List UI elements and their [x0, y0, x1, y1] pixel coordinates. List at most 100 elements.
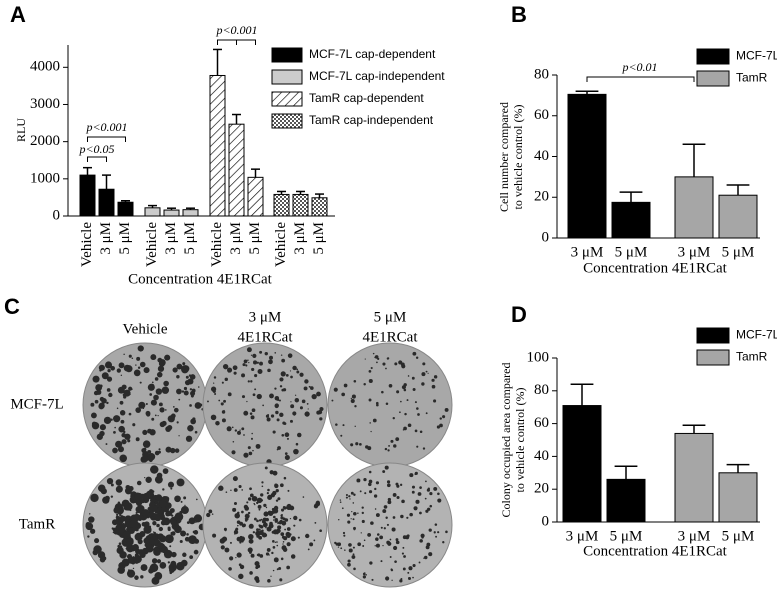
colony — [235, 527, 239, 531]
colony — [147, 452, 156, 461]
colony — [122, 522, 125, 525]
colony — [123, 389, 131, 397]
colony — [267, 368, 271, 373]
colony — [250, 437, 254, 440]
colony — [139, 551, 146, 559]
colony — [428, 552, 433, 557]
colony — [292, 411, 297, 416]
colony — [282, 388, 287, 392]
colony — [115, 527, 125, 536]
colony — [392, 516, 396, 519]
colony — [224, 547, 230, 553]
colony — [425, 480, 427, 483]
colony — [287, 353, 293, 358]
colony — [137, 345, 144, 352]
colony — [243, 452, 249, 458]
colony — [305, 533, 310, 539]
colony — [241, 489, 244, 491]
colony — [289, 370, 292, 372]
colony — [384, 447, 388, 451]
colony — [342, 424, 345, 427]
colony — [369, 422, 371, 424]
colony — [150, 354, 157, 361]
colony — [290, 401, 292, 403]
colony — [172, 406, 175, 408]
colony — [239, 429, 241, 431]
colony — [411, 490, 415, 494]
colony — [412, 387, 416, 391]
colony — [375, 513, 380, 518]
colony — [110, 483, 114, 487]
colony — [123, 395, 127, 399]
colony — [159, 562, 167, 569]
colony — [153, 394, 159, 401]
colony — [92, 375, 100, 383]
colony — [382, 544, 384, 547]
colony — [118, 362, 125, 369]
colony — [170, 560, 177, 567]
colony — [353, 512, 357, 516]
colony — [117, 501, 121, 505]
colony — [372, 418, 377, 423]
colony — [269, 355, 273, 360]
x-axis-title: Concentration 4E1RCat — [583, 260, 728, 276]
colony — [266, 526, 272, 532]
colony — [368, 490, 373, 494]
colony — [130, 519, 139, 529]
colony — [272, 569, 275, 572]
colony — [184, 504, 186, 507]
colony — [241, 510, 244, 514]
x-tick-label: Vehicle — [144, 222, 160, 267]
colony — [148, 489, 154, 494]
colony — [412, 351, 417, 356]
colony — [392, 416, 395, 420]
colony — [245, 364, 248, 367]
colony — [239, 521, 244, 526]
colony — [287, 489, 290, 492]
colony — [406, 516, 409, 519]
colony — [399, 483, 403, 486]
colony — [139, 531, 146, 538]
colony — [348, 495, 351, 498]
colony — [367, 533, 372, 537]
colony — [258, 508, 261, 511]
x-axis-title: Concentration 4E1RCat — [128, 271, 273, 287]
colony — [296, 370, 300, 374]
colony — [368, 369, 372, 373]
colony — [413, 506, 418, 511]
colony — [149, 393, 153, 396]
colony — [418, 561, 421, 564]
colony — [180, 530, 187, 537]
legend-label: TamR cap-independent — [309, 113, 434, 127]
colony — [94, 538, 100, 544]
colony — [135, 364, 137, 366]
colony — [176, 421, 179, 424]
colony — [274, 541, 277, 544]
colony — [128, 354, 132, 358]
colony — [238, 573, 244, 580]
colony — [151, 381, 154, 384]
colony — [414, 401, 417, 404]
colony — [238, 484, 242, 489]
colony — [226, 426, 232, 432]
colony — [348, 543, 352, 547]
colony — [267, 488, 270, 492]
colony — [184, 536, 190, 542]
colony — [165, 502, 172, 509]
colony — [289, 518, 292, 520]
colony — [249, 487, 252, 491]
colony — [421, 382, 425, 386]
colony — [281, 433, 285, 437]
colony — [236, 552, 242, 558]
colony — [439, 423, 443, 428]
colony — [185, 435, 193, 442]
colony — [152, 521, 157, 526]
colony — [385, 402, 389, 405]
colony — [276, 541, 278, 543]
colony — [154, 414, 157, 417]
colony — [120, 419, 125, 424]
colony — [149, 429, 156, 436]
colony — [374, 487, 377, 491]
colony — [347, 520, 351, 524]
colony — [313, 539, 316, 542]
